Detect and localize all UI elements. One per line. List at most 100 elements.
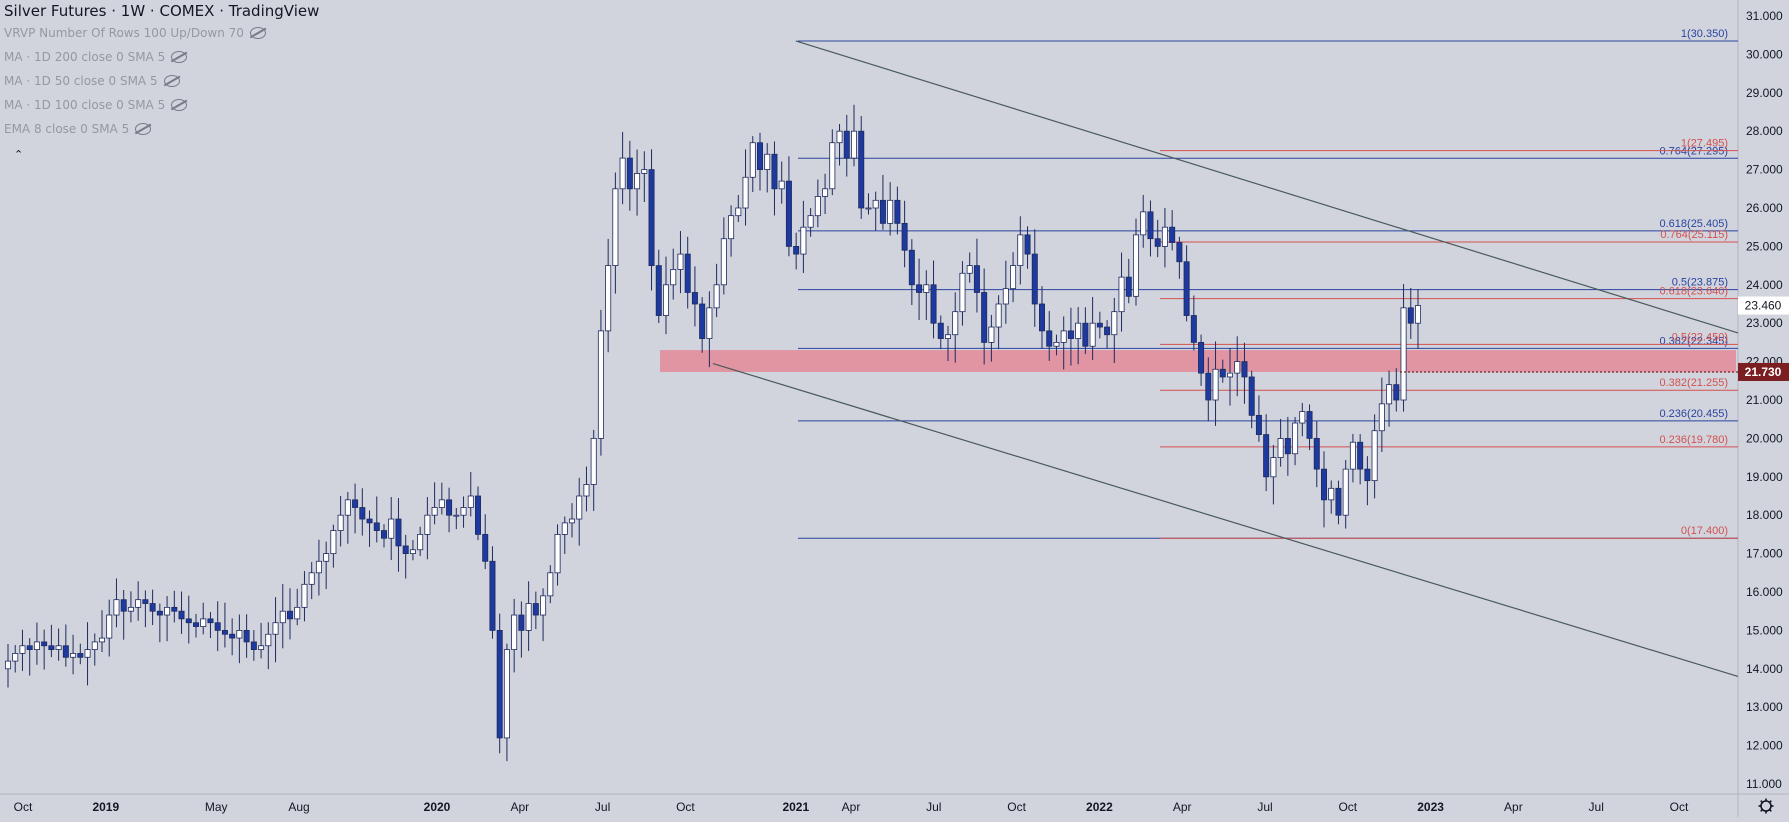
candle-up — [330, 530, 337, 554]
candle-up — [952, 311, 959, 336]
x-tick-label: Jul — [1257, 800, 1272, 814]
level-marker-badge — [1738, 362, 1789, 381]
eye-hidden-icon[interactable] — [171, 99, 188, 111]
candle-up — [1002, 288, 1009, 305]
candle-up — [1010, 265, 1017, 290]
fib-label-red: 0.236(19.780) — [1660, 434, 1729, 446]
candle-up — [1386, 384, 1393, 405]
last-price-badge — [1738, 296, 1789, 315]
x-tick-label: Oct — [14, 800, 33, 814]
candle-down — [1125, 276, 1132, 297]
fib-label-blue: 0.236(20.455) — [1660, 408, 1729, 420]
candle-up — [323, 553, 330, 562]
candle-down — [156, 610, 163, 616]
eye-hidden-icon[interactable] — [171, 51, 188, 63]
candle-up — [590, 437, 597, 485]
indicator-row[interactable]: EMA 8 close 0 SMA 5 — [4, 122, 152, 136]
candle-up — [1270, 457, 1277, 478]
candle-up — [887, 199, 894, 224]
eye-hidden-icon[interactable] — [249, 27, 266, 39]
candle-down — [648, 169, 655, 267]
candle-down — [1190, 315, 1197, 343]
candle-down — [41, 641, 48, 647]
candle-down — [1407, 307, 1414, 324]
candle-up — [561, 522, 568, 535]
x-tick-label: 2022 — [1086, 800, 1113, 814]
y-tick-label: 19.000 — [1746, 470, 1783, 484]
candle-down — [1031, 253, 1038, 305]
candle-down — [518, 614, 525, 631]
gear-icon[interactable] — [1760, 800, 1772, 812]
chevron-up-icon[interactable]: ⌃ — [14, 148, 24, 161]
candle-up — [315, 560, 322, 574]
candle-down — [352, 499, 359, 508]
candle-down — [901, 222, 908, 251]
y-tick-label: 15.000 — [1746, 623, 1783, 637]
candle-up — [945, 334, 952, 339]
eye-hidden-icon[interactable] — [163, 75, 180, 87]
candle-down — [1154, 238, 1161, 247]
candle-down — [1284, 437, 1291, 455]
candle-up — [1060, 330, 1067, 343]
indicator-label: EMA 8 close 0 SMA 5 — [4, 122, 130, 136]
candle-up — [749, 142, 756, 178]
candle-up — [1371, 430, 1378, 482]
x-tick-label: Jul — [1589, 800, 1604, 814]
candle-down — [843, 130, 850, 159]
candle-up — [1234, 361, 1241, 374]
candle-up — [1075, 322, 1082, 339]
candle-up — [872, 199, 879, 209]
last-price-label: 23.460 — [1745, 299, 1782, 313]
candle-down — [626, 157, 633, 190]
candle-up — [99, 637, 106, 643]
x-tick-label: Oct — [1670, 800, 1689, 814]
candle-down — [178, 610, 185, 620]
candle-up — [1089, 322, 1096, 347]
candle-up — [735, 207, 742, 217]
indicator-row[interactable]: MA · 1D 200 close 0 SMA 5 — [4, 50, 188, 64]
candle-up — [91, 641, 98, 650]
fib-label-red: 1(27.495) — [1681, 138, 1728, 150]
candle-up — [706, 307, 713, 339]
candle-up — [1299, 411, 1306, 424]
candle-up — [988, 326, 995, 343]
candle-up — [807, 215, 814, 228]
gear-tooth — [1760, 800, 1764, 804]
fib-label-blue: 0.5(23.875) — [1672, 277, 1728, 289]
candle-up — [1161, 226, 1168, 247]
indicator-row[interactable]: VRVP Number Of Rows 100 Up/Down 70 — [4, 26, 266, 40]
candle-up — [70, 653, 77, 658]
candle-down — [1104, 326, 1111, 336]
candle-up — [308, 572, 315, 585]
candle-up — [236, 630, 243, 639]
candle-up — [1342, 468, 1349, 516]
candle-down — [1096, 322, 1103, 328]
eye-hidden-icon[interactable] — [135, 123, 152, 135]
candle-up — [55, 645, 62, 651]
candle-down — [655, 265, 662, 316]
candle-up — [467, 495, 474, 508]
candle-down — [1046, 330, 1053, 347]
indicator-label: MA · 1D 200 close 0 SMA 5 — [4, 50, 166, 64]
candle-up — [1133, 234, 1140, 297]
y-tick-label: 30.000 — [1746, 47, 1783, 61]
indicator-row[interactable]: MA · 1D 50 close 0 SMA 5 — [4, 74, 180, 88]
x-tick-label: Apr — [1173, 800, 1192, 814]
candle-down — [1024, 234, 1031, 255]
candle-up — [959, 272, 966, 313]
channel-line — [795, 40, 1739, 334]
candle-down — [1082, 322, 1089, 347]
candle-up — [409, 549, 416, 555]
candle-up — [279, 610, 286, 624]
candle-down — [214, 622, 221, 631]
fib-label-blue: 0.618(25.405) — [1660, 218, 1729, 230]
y-tick-label: 25.000 — [1746, 239, 1783, 253]
candle-down — [1248, 376, 1255, 416]
candle-down — [482, 534, 489, 562]
indicator-row[interactable]: MA · 1D 100 close 0 SMA 5 — [4, 98, 188, 112]
candle-up — [1349, 441, 1356, 470]
candle-up — [388, 518, 395, 539]
candle-up — [814, 196, 821, 217]
fib-label-blue: 0.764(27.295) — [1660, 145, 1729, 157]
